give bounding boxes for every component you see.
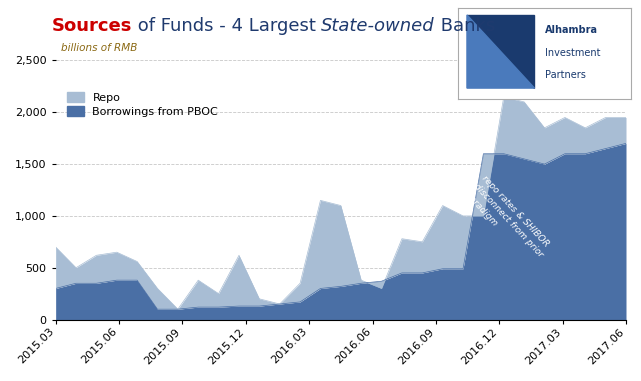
Text: Sources: Sources (51, 17, 131, 35)
Polygon shape (467, 15, 535, 88)
Text: Alhambra: Alhambra (545, 26, 598, 35)
Text: repo rates & SHIBOR
disconnect from prior
paradigm: repo rates & SHIBOR disconnect from prio… (463, 174, 553, 267)
Text: Banks: Banks (435, 17, 495, 35)
Text: State-owned: State-owned (321, 17, 435, 35)
Text: Investment: Investment (545, 48, 601, 58)
Text: Partners: Partners (545, 70, 586, 80)
Text: of Funds - 4 Largest: of Funds - 4 Largest (131, 17, 321, 35)
Legend: Repo, Borrowings from PBOC: Repo, Borrowings from PBOC (67, 92, 218, 117)
Polygon shape (467, 15, 535, 88)
Text: billions of RMB: billions of RMB (62, 43, 138, 53)
